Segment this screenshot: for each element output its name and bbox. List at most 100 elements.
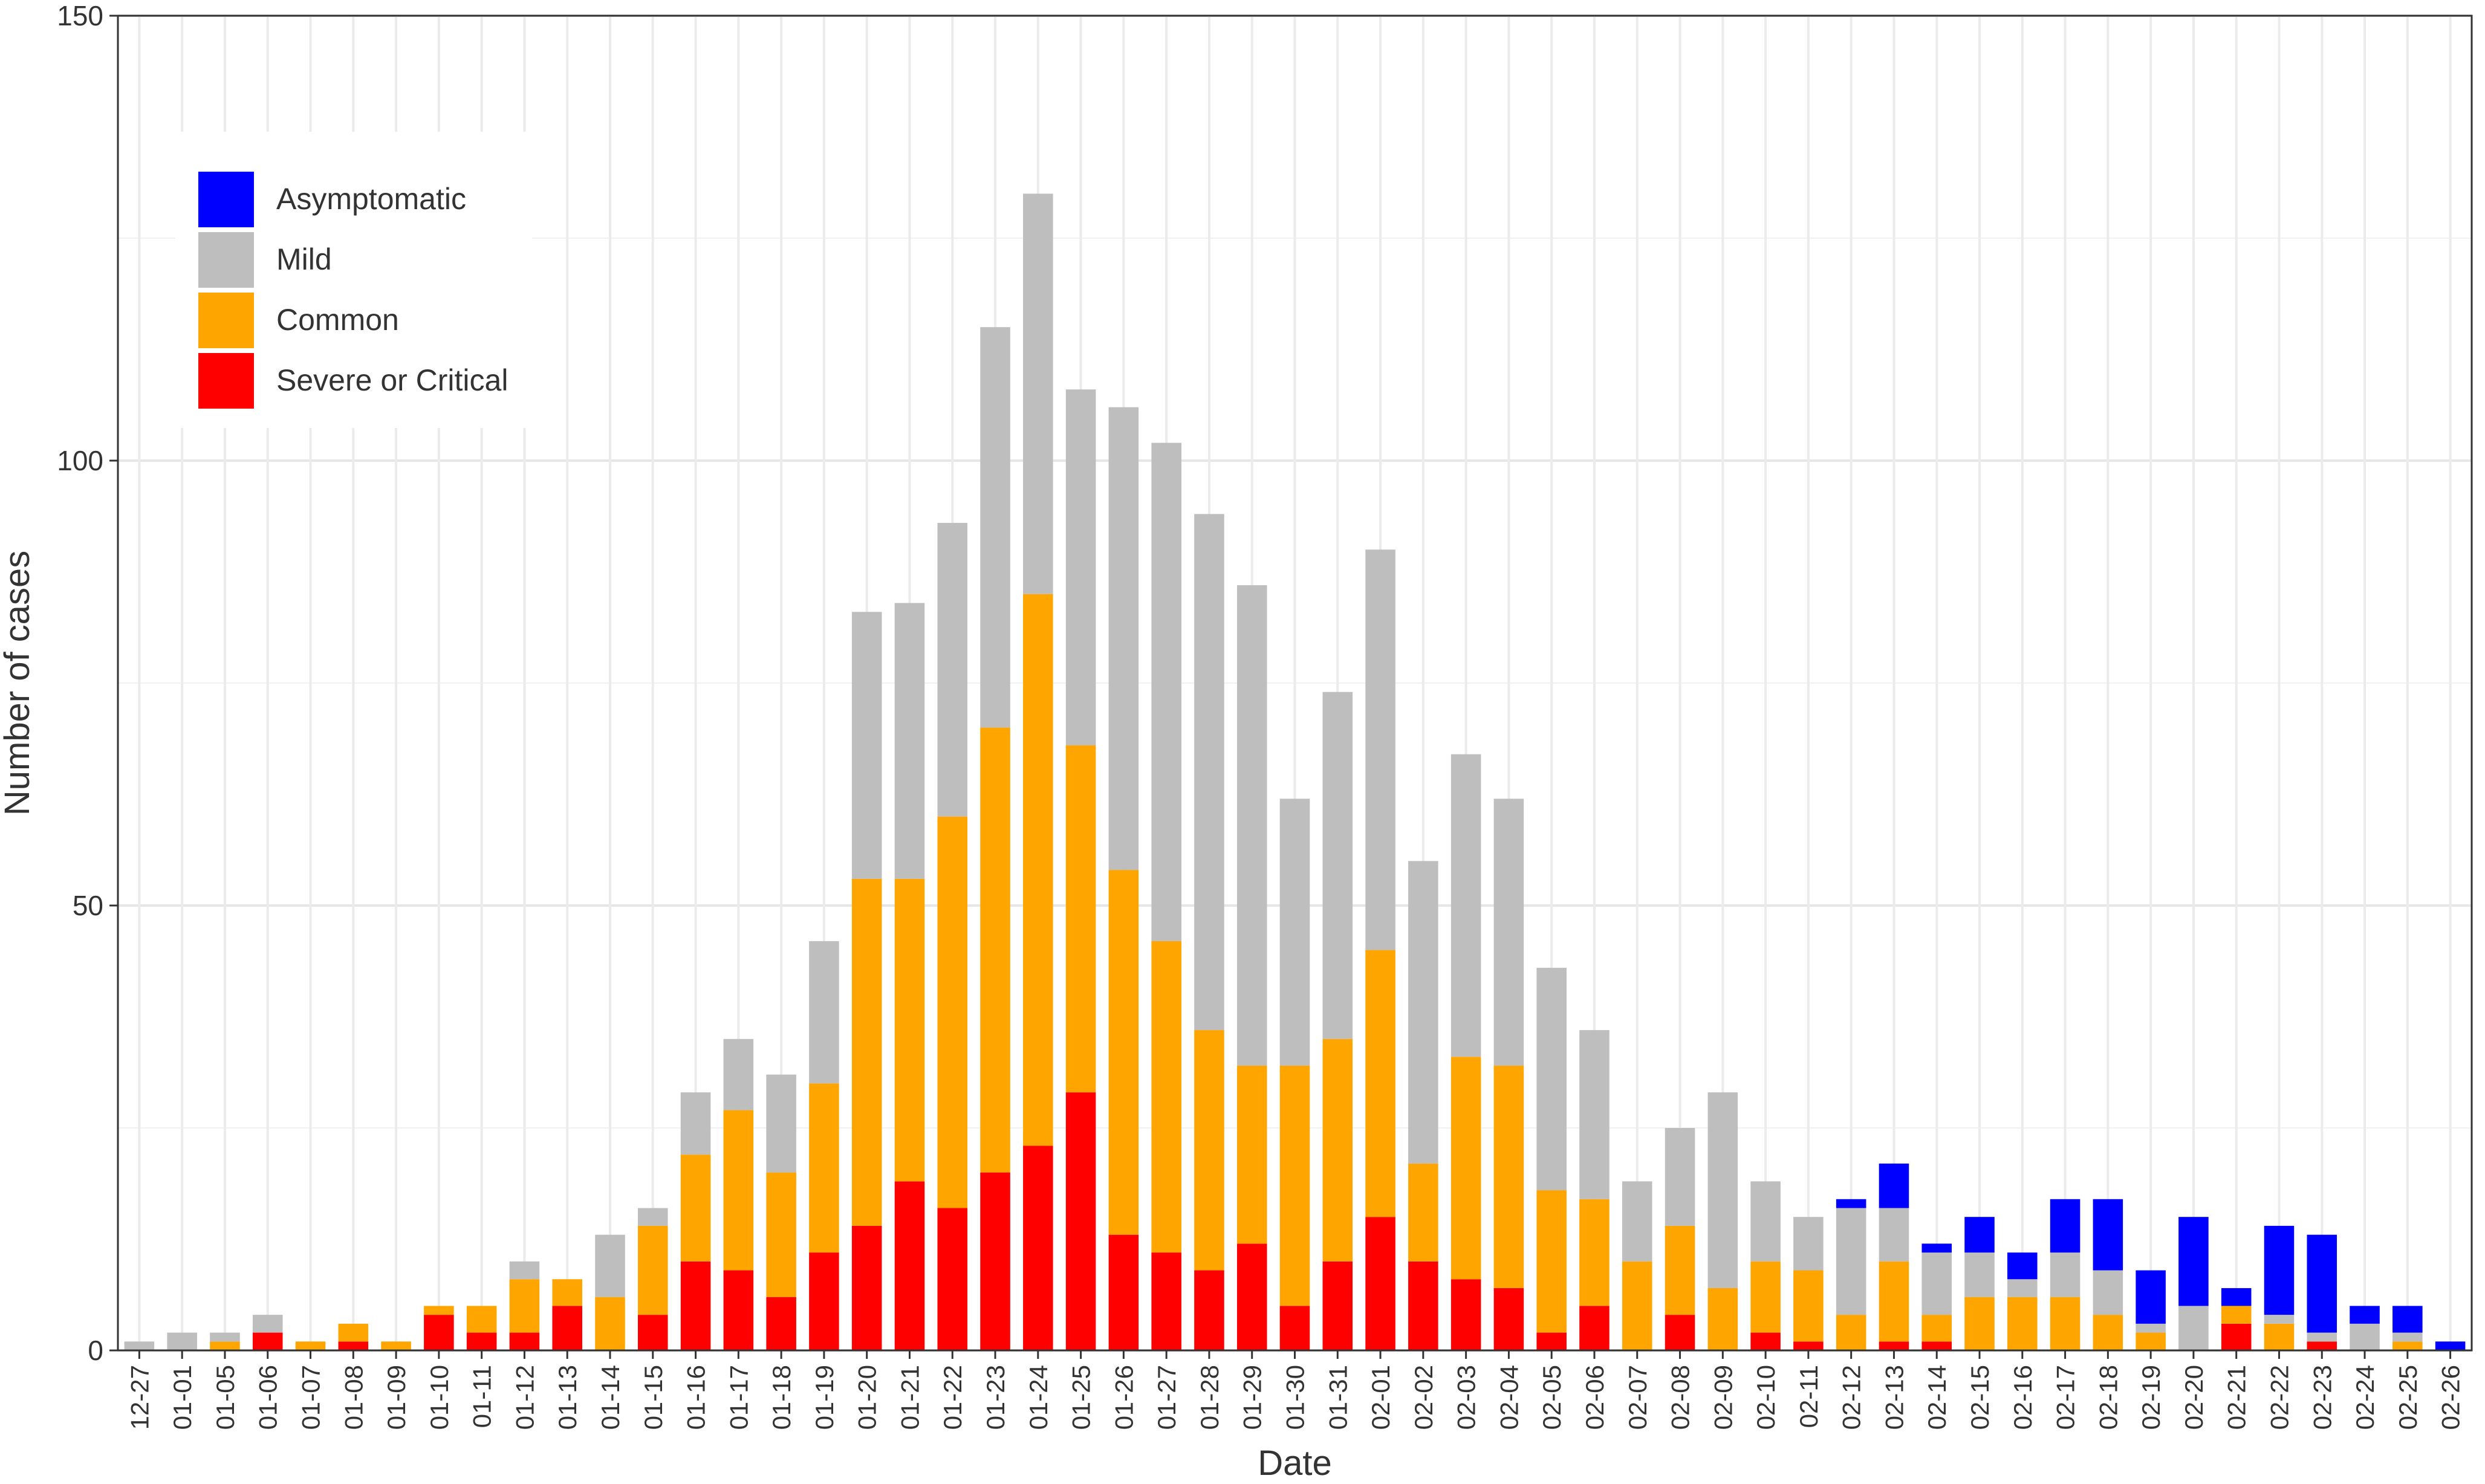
bar-segment: [1236, 1065, 1267, 1244]
bar-segment: [1793, 1270, 1824, 1342]
x-tick-label: 01-14: [596, 1365, 625, 1430]
bar-segment: [1023, 594, 1053, 1146]
bar-segment: [1408, 1163, 1438, 1262]
x-tick-label: 02-26: [2437, 1365, 2465, 1430]
bar-segment: [1707, 1092, 1738, 1288]
bar-segment: [338, 1323, 369, 1342]
bar-segment: [980, 1172, 1010, 1350]
x-tick-label: 01-08: [339, 1365, 368, 1430]
bar-segment: [1750, 1332, 1781, 1350]
x-tick-label: 02-18: [2094, 1365, 2122, 1430]
x-tick-label: 02-17: [2051, 1365, 2080, 1430]
bar-segment: [1236, 1243, 1267, 1350]
y-tick-label: 100: [57, 445, 103, 476]
bar-segment: [2307, 1234, 2337, 1333]
bar-segment: [1065, 389, 1096, 746]
bar-segment: [937, 1208, 968, 1350]
bar-segment: [723, 1270, 754, 1350]
x-tick-label: 01-15: [639, 1365, 668, 1430]
bar-segment: [809, 1083, 839, 1253]
bar-segment: [809, 941, 839, 1084]
bar-segment: [1065, 1092, 1096, 1350]
y-tick-label: 50: [73, 890, 103, 921]
bar-segment: [252, 1315, 283, 1333]
bar-segment: [766, 1297, 796, 1350]
x-tick-label: 01-01: [168, 1365, 197, 1430]
x-tick-label: 01-12: [510, 1365, 539, 1430]
bar-segment: [1450, 1279, 1481, 1350]
x-tick-label: 02-20: [2180, 1365, 2208, 1430]
bar-segment: [2264, 1323, 2295, 1350]
bar-segment: [338, 1341, 369, 1350]
bar-segment: [1921, 1252, 1952, 1315]
bar-segment: [167, 1332, 197, 1350]
bar-segment: [1279, 799, 1310, 1066]
bar-segment: [637, 1225, 668, 1315]
x-tick-label: 02-11: [1795, 1365, 1823, 1428]
bar-segment: [2050, 1252, 2081, 1297]
x-tick-label: 01-21: [895, 1365, 924, 1430]
x-tick-label: 02-05: [1538, 1365, 1566, 1430]
bar-segment: [2392, 1332, 2423, 1342]
bar-segment: [1750, 1181, 1781, 1262]
bar-segment: [1151, 1252, 1181, 1350]
bar-segment: [1921, 1315, 1952, 1342]
bar-segment: [637, 1315, 668, 1350]
y-tick-label: 0: [88, 1335, 103, 1366]
bar-segment: [2093, 1270, 2123, 1315]
bar-segment: [2392, 1341, 2423, 1350]
bar-segment: [2007, 1252, 2038, 1280]
bar-segment: [809, 1252, 839, 1350]
x-tick-label: 02-02: [1409, 1365, 1438, 1430]
bar-segment: [1322, 692, 1353, 1039]
x-tick-label: 02-13: [1880, 1365, 1908, 1430]
legend: Asymptomatic Mild Common Severe or Critical: [175, 132, 532, 428]
bar-segment: [1879, 1208, 1909, 1262]
axes: 0 50 100 150 12-27 01-01 01-05 01-06 01-07 01-08 0…: [57, 0, 2464, 1430]
bar-segment: [1194, 514, 1224, 1031]
bar-segment: [2178, 1217, 2209, 1306]
bar-segment: [1108, 1234, 1139, 1350]
bar-segment: [1536, 1332, 1567, 1350]
bar-segment: [937, 523, 968, 817]
bar-segment: [2093, 1315, 2123, 1350]
bar-segment: [1536, 1190, 1567, 1333]
bar-segment: [680, 1155, 711, 1262]
bar-segment: [980, 327, 1010, 728]
x-tick-label: 01-06: [254, 1365, 282, 1430]
x-tick-label: 01-27: [1152, 1365, 1181, 1430]
bar-segment: [1879, 1341, 1909, 1350]
bar-segment: [723, 1038, 754, 1110]
x-tick-label: 02-14: [1923, 1365, 1951, 1430]
bar-segment: [424, 1315, 454, 1350]
bar-segment: [680, 1261, 711, 1350]
bar-segment: [1493, 1288, 1524, 1350]
bar-segment: [1921, 1243, 1952, 1253]
x-tick-label: 02-25: [2394, 1365, 2422, 1430]
x-tick-label: 01-07: [297, 1365, 325, 1430]
bar-segment: [851, 1225, 882, 1350]
bar-segment: [1236, 585, 1267, 1066]
bar-segment: [509, 1332, 540, 1350]
x-tick-label: 02-09: [1709, 1365, 1737, 1430]
bar-segment: [1579, 1306, 1610, 1350]
legend-label: Common: [276, 303, 399, 337]
bar-segment: [851, 612, 882, 879]
bar-segment: [1408, 861, 1438, 1164]
x-tick-label: 01-13: [553, 1365, 582, 1430]
x-tick-label: 01-18: [767, 1365, 796, 1430]
bar-segment: [2221, 1306, 2252, 1324]
x-tick-label: 02-24: [2351, 1365, 2379, 1430]
bar-segment: [2221, 1323, 2252, 1350]
bar-segment: [509, 1279, 540, 1333]
bar-segment: [1450, 754, 1481, 1057]
bar-segment: [1450, 1057, 1481, 1280]
x-tick-label: 01-05: [211, 1365, 239, 1430]
bar-segment: [2435, 1341, 2466, 1350]
bar-segment: [1365, 1217, 1395, 1350]
bar-segment: [509, 1261, 540, 1280]
x-tick-label: 02-19: [2137, 1365, 2165, 1430]
bar-segment: [1108, 407, 1139, 870]
legend-label: Severe or Critical: [276, 363, 508, 397]
